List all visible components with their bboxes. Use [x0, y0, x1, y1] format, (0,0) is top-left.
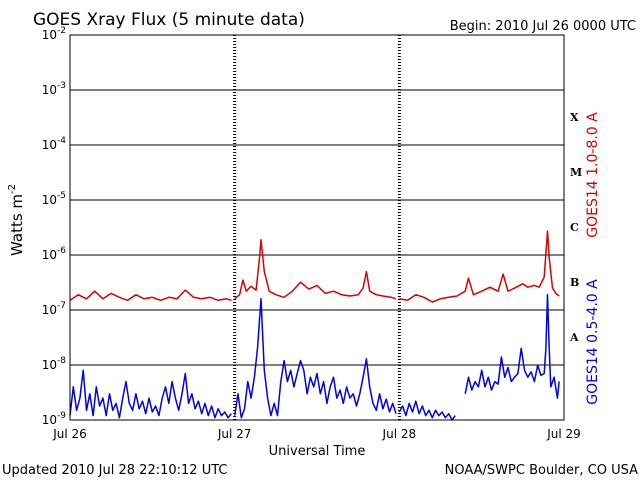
y-tick-label-3: 10-6 [42, 246, 67, 262]
y-axis-label-text: Watts m [8, 194, 26, 256]
flare-class-B: B [570, 276, 579, 289]
y-axis-label-exponent: -2 [7, 184, 18, 194]
y-axis-label: Watts m-2 [7, 184, 26, 256]
series-legend: GOES14 1.0-8.0 A GOES14 0.5-4.0 A [585, 112, 601, 405]
x-tick-label-3: Jul 29 [546, 427, 581, 441]
flare-class-labels: X M C B A [569, 111, 582, 344]
y-tick-label-0: 10-9 [42, 411, 67, 427]
flare-class-A: A [569, 331, 579, 344]
x-tick-label-2: Jul 28 [382, 427, 417, 441]
x-tick-labels: Jul 26 Jul 27 Jul 28 Jul 29 [52, 427, 581, 441]
x-axis-label: Universal Time [269, 444, 366, 459]
series-line-0 [69, 230, 560, 303]
y-tick-label-6: 10-3 [42, 81, 66, 97]
legend-label-0: GOES14 1.0-8.0 A [585, 112, 601, 238]
flare-class-C: C [570, 221, 579, 234]
y-tick-label-1: 10-8 [42, 356, 67, 372]
series-layer [69, 230, 560, 421]
begin-label: Begin: 2010 Jul 26 0000 UTC [450, 19, 636, 34]
legend-label-1: GOES14 0.5-4.0 A [585, 279, 601, 405]
grid [70, 34, 564, 421]
x-tick-label-1: Jul 27 [217, 427, 252, 441]
y-tick-label-5: 10-4 [42, 136, 67, 152]
y-tick-label-7: 10-2 [42, 26, 66, 42]
plot-frame [69, 34, 565, 421]
footer-credit: NOAA/SWPC Boulder, CO USA [445, 463, 638, 478]
flare-class-X: X [570, 111, 579, 124]
footer-updated: Updated 2010 Jul 28 22:10:12 UTC [2, 463, 227, 478]
y-tick-labels: 10-9 10-8 10-7 10-6 10-5 10-4 10-3 10-2 [42, 26, 76, 427]
x-tick-label-0: Jul 26 [52, 427, 87, 441]
y-tick-label-4: 10-5 [42, 191, 66, 207]
flare-class-M: M [570, 166, 582, 179]
series-line-1 [69, 293, 560, 421]
chart-title: GOES Xray Flux (5 minute data) [33, 10, 305, 30]
y-tick-label-2: 10-7 [42, 301, 66, 317]
